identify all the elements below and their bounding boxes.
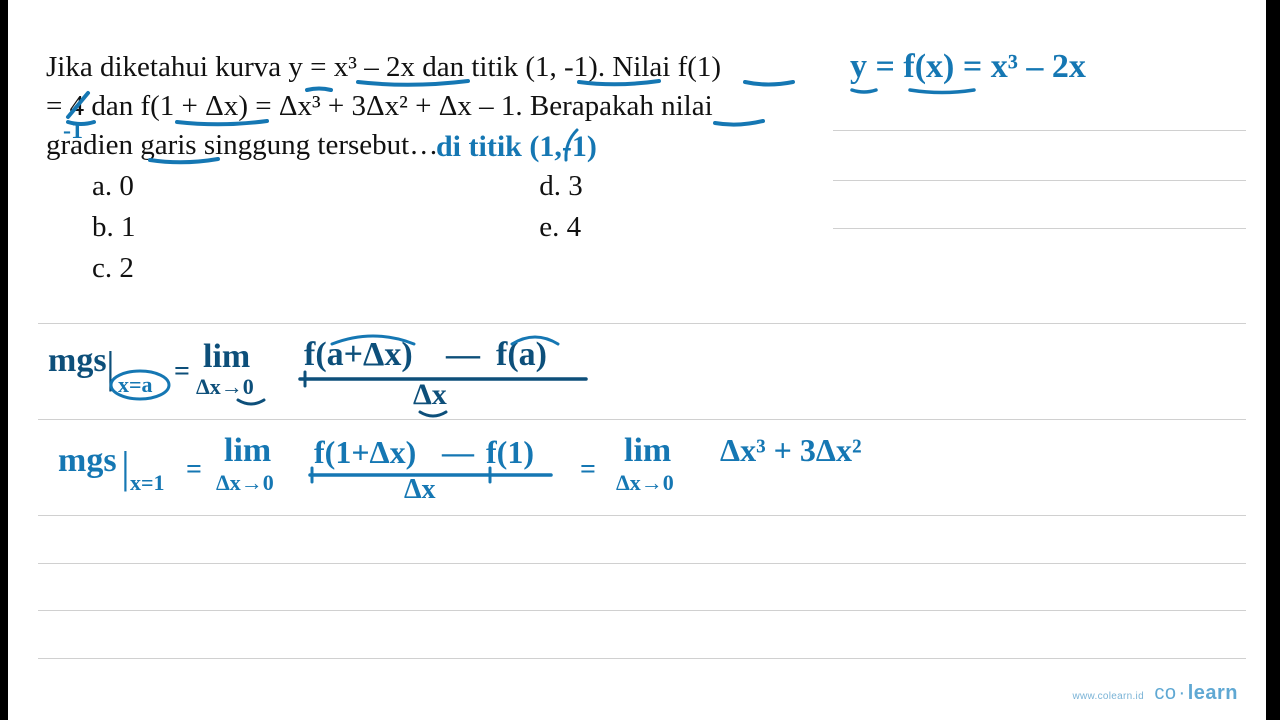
tick-f2a bbox=[308, 466, 316, 484]
rule-line bbox=[38, 323, 1246, 324]
underline-expr bbox=[356, 78, 471, 88]
option-e: e. 4 bbox=[539, 211, 581, 244]
question-text: Jika diketahui kurva y = x³ – 2x dan tit… bbox=[46, 48, 816, 165]
underline-fx bbox=[908, 86, 976, 96]
eq2a: = bbox=[186, 454, 202, 486]
strike-val4 bbox=[63, 90, 91, 120]
arc-over-a bbox=[328, 332, 418, 346]
overline-dx bbox=[305, 86, 333, 94]
underline-nilai bbox=[713, 118, 765, 128]
q-line1-pre: Jika diketahui kurva y = bbox=[46, 51, 334, 83]
q-line3-post: singgung tersebut… bbox=[197, 129, 439, 161]
tick-f1 bbox=[301, 370, 309, 388]
brand-learn: learn bbox=[1188, 682, 1238, 704]
frac1-den: Δx bbox=[413, 378, 447, 412]
rule-line bbox=[833, 180, 1246, 181]
frac2-num-l: f(1+Δx) bbox=[314, 434, 416, 471]
q-line2-rhs: Δx³ + 3Δx² + Δx – 1 bbox=[279, 90, 516, 122]
page: Jika diketahui kurva y = x³ – 2x dan tit… bbox=[8, 0, 1266, 720]
smile-dx0 bbox=[236, 398, 266, 408]
underline-arg bbox=[175, 118, 270, 128]
q-line2-post: . Berapakah bbox=[515, 90, 661, 122]
dx0-1: Δx→0 bbox=[196, 374, 254, 400]
lim1: lim bbox=[203, 338, 250, 376]
underline-garis bbox=[148, 156, 220, 166]
mgs2-label: mgs bbox=[58, 442, 117, 480]
rule-line bbox=[38, 419, 1246, 420]
underline-point bbox=[577, 78, 662, 88]
lim2a: lim bbox=[224, 432, 271, 470]
option-a: a. 0 bbox=[92, 170, 532, 203]
dx0-2b: Δx→0 bbox=[616, 470, 674, 496]
footer: www.colearn.id co·learn bbox=[1072, 682, 1238, 705]
smile-dx1 bbox=[418, 410, 448, 420]
mgs2-sub: x=1 bbox=[130, 470, 165, 496]
dx0-2a: Δx→0 bbox=[216, 470, 274, 496]
options: a. 0 d. 3 b. 1 e. 4 c. 2 bbox=[92, 170, 712, 293]
rule-line bbox=[38, 610, 1246, 611]
q-f1: f(1) bbox=[678, 51, 721, 83]
rule-line bbox=[38, 658, 1246, 659]
frac1-minus: — bbox=[446, 336, 480, 374]
frac2-minus: — bbox=[442, 434, 474, 471]
annot-neg1: -1 bbox=[63, 118, 83, 145]
frac2-den: Δx bbox=[404, 474, 436, 506]
rhs2: Δx³ + 3Δx² bbox=[720, 432, 862, 469]
brand-dot: · bbox=[1179, 682, 1186, 704]
option-b: b. 1 bbox=[92, 211, 532, 244]
rule-line bbox=[833, 228, 1246, 229]
annot-top-eq: y = f(x) = x³ – 2x bbox=[850, 48, 1086, 86]
eq2b: = bbox=[580, 454, 596, 486]
rule-line bbox=[833, 130, 1246, 131]
q-line2-nilai: nilai bbox=[661, 90, 713, 122]
underline-f1 bbox=[743, 78, 795, 88]
rule-line bbox=[38, 515, 1246, 516]
arc-over-fa bbox=[508, 332, 562, 346]
lim2b: lim bbox=[624, 432, 671, 470]
brand-co: co bbox=[1154, 682, 1176, 704]
eq1: = bbox=[174, 356, 190, 388]
option-d: d. 3 bbox=[539, 170, 583, 203]
underline-y bbox=[850, 86, 878, 96]
mgs2-bar: | bbox=[121, 442, 130, 493]
footer-brand: co·learn bbox=[1154, 682, 1238, 704]
circle-xa bbox=[108, 368, 172, 402]
strike-left-paren-0 bbox=[563, 126, 597, 164]
mgs1-label: mgs bbox=[48, 342, 107, 380]
footer-url: www.colearn.id bbox=[1072, 691, 1143, 702]
q-line3-pre: gradien bbox=[46, 129, 140, 161]
rule-line bbox=[38, 563, 1246, 564]
tick-f2b bbox=[486, 466, 494, 484]
option-c: c. 2 bbox=[92, 252, 532, 285]
